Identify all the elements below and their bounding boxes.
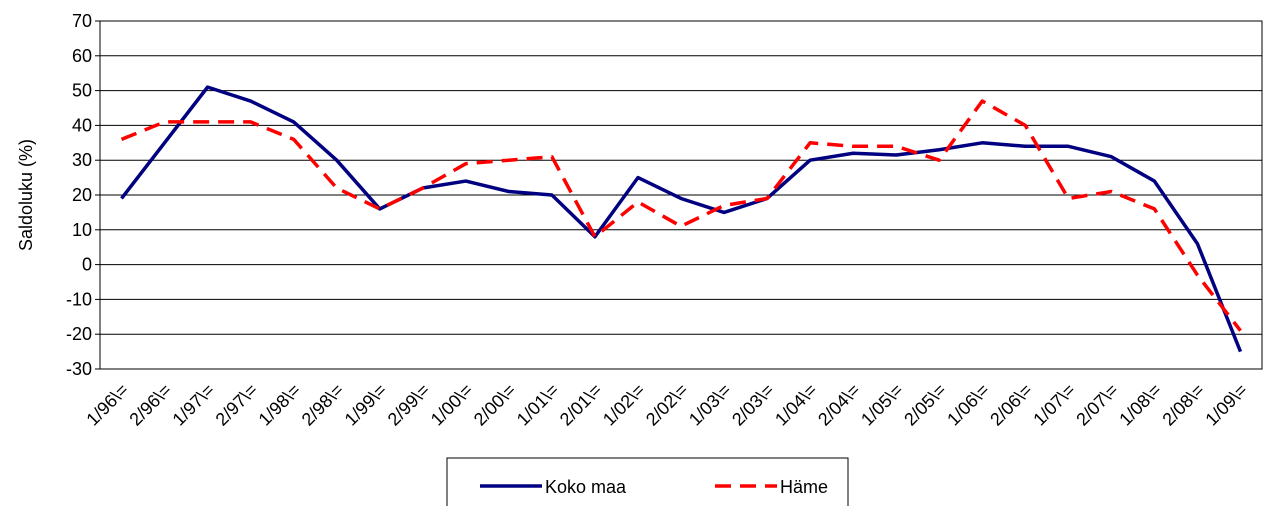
x-tick-label: 2/02\=: [642, 380, 692, 430]
y-tick-label: -30: [66, 359, 92, 379]
x-tick-label: 2/01\=: [556, 380, 606, 430]
x-tick-label: 1/03\=: [685, 380, 735, 430]
x-tick-label: 2/99\=: [384, 380, 434, 430]
x-tick-label: 1/00\=: [427, 380, 477, 430]
x-tick-label: 1/08\=: [1115, 380, 1165, 430]
x-tick-label: 1/02\=: [599, 380, 649, 430]
x-tick-label: 1/99\=: [341, 380, 391, 430]
x-tick-label: 1/01\=: [513, 380, 563, 430]
x-tick-label: 1/07\=: [1029, 380, 1079, 430]
y-tick-label: 20: [72, 185, 92, 205]
x-tick-label: 2/00\=: [470, 380, 520, 430]
y-tick-label: 60: [72, 46, 92, 66]
x-tick-label: 2/08\=: [1158, 380, 1208, 430]
x-tick-label: 2/03\=: [728, 380, 778, 430]
y-tick-label: 70: [72, 11, 92, 31]
y-tick-label: 10: [72, 220, 92, 240]
x-tick-label: 2/05\=: [900, 380, 950, 430]
x-tick-label: 1/97\=: [169, 380, 219, 430]
y-tick-label: -20: [66, 324, 92, 344]
y-tick-label: 0: [82, 255, 92, 275]
y-tick-label: 40: [72, 115, 92, 135]
legend-box: [446, 457, 849, 506]
x-tick-label: 1/98\=: [255, 380, 305, 430]
x-tick-label: 2/06\=: [986, 380, 1036, 430]
x-tick-label: 2/07\=: [1072, 380, 1122, 430]
y-tick-label: 30: [72, 150, 92, 170]
series-line: [120, 99, 1242, 332]
x-tick-label: 2/98\=: [298, 380, 348, 430]
y-axis-label: Saldoluku (%): [16, 139, 36, 251]
x-tick-label: 1/06\=: [943, 380, 993, 430]
x-tick-label: 1/09\=: [1201, 380, 1251, 430]
legend-label: Koko maa: [545, 477, 627, 497]
legend-label: Häme: [780, 477, 828, 497]
x-tick-label: 2/97\=: [212, 380, 262, 430]
x-tick-label: 1/04\=: [771, 380, 821, 430]
series-line: [120, 85, 1243, 353]
x-tick-label: 1/96\=: [82, 380, 132, 430]
x-tick-label: 1/05\=: [857, 380, 907, 430]
plot-frame: [99, 20, 1263, 370]
x-tick-label: 2/04\=: [814, 380, 864, 430]
y-tick-label: 50: [72, 81, 92, 101]
x-tick-label: 2/96\=: [125, 380, 175, 430]
y-tick-label: -10: [66, 289, 92, 309]
